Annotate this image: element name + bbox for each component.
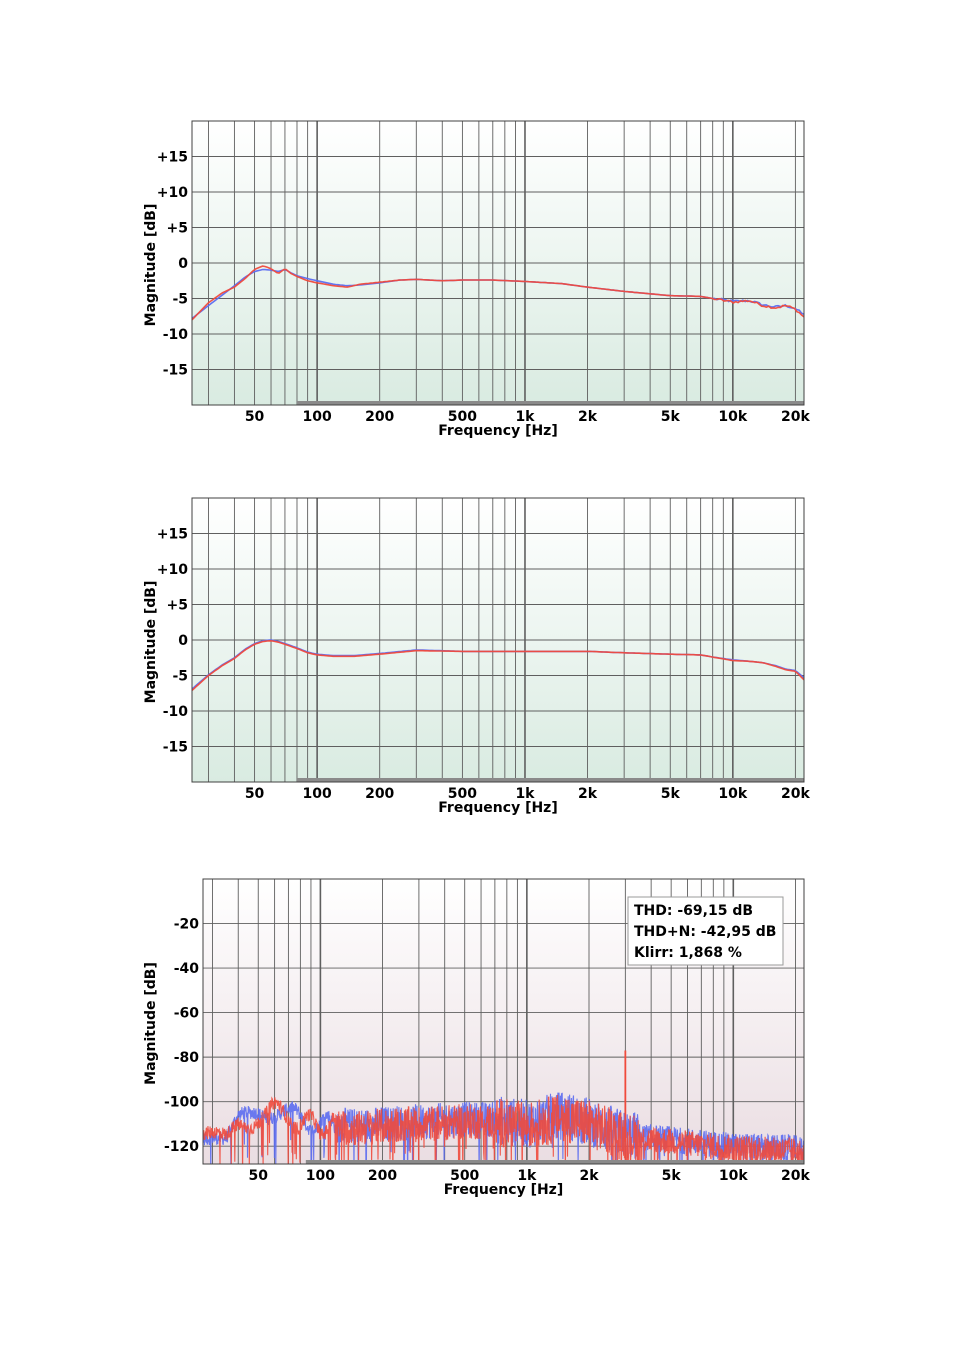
y-tick-label: -15 [163,740,188,756]
x-tick-label: 10k [718,409,747,425]
x-tick-label: 50 [245,786,265,802]
x-tick-label: 50 [245,409,265,425]
x-tick-label: 10k [718,786,747,802]
series-line-red [192,265,804,321]
chart-3: 50 100 200 500 1k 2k 5k 10k 20k -20 -40 -60 -80 -100 -… [143,878,811,1198]
y-tick-label: -100 [164,1095,199,1111]
annotation-box [627,896,784,966]
annotation-line: THD: -69,15 dB [634,903,753,919]
y-tick-label: 0 [178,256,188,272]
range-strip [296,401,804,405]
y-tick-label: -20 [174,917,200,933]
chart-2: 50 100 200 500 1k 2k 5k 10k 20k +15 +10 +5 0 -5 -10 -15… [143,497,810,816]
y-tick-label: -40 [174,961,200,977]
x-tick-label: 10k [719,1168,748,1184]
x-tick-label: 5k [661,409,681,425]
y-tick-label: +15 [157,150,188,166]
y-tick-label: -5 [172,669,188,685]
plot-border [191,497,805,783]
y-tick-label: -10 [163,327,189,343]
plot-border [191,120,805,406]
x-tick-label: 500 [450,1168,479,1184]
x-axis-title: Frequency [Hz] [444,1182,563,1198]
series-group [192,639,804,692]
y-tick-label: +15 [157,527,188,543]
series-group [192,265,804,321]
x-tick-label: 500 [448,786,477,802]
annotation-line: Klirr: 1,868 % [634,945,742,961]
x-tick-label: 100 [303,409,332,425]
x-tick-label: 2k [578,409,598,425]
y-tick-label: -10 [163,704,189,720]
x-tick-label: 5k [662,1168,682,1184]
y-axis-title: Magnitude [dB] [143,962,159,1085]
x-tick-label: 1k [515,409,535,425]
grid [192,121,804,405]
y-tick-label: +10 [157,562,188,578]
series-line-red [203,1094,804,1164]
y-tick-label: -120 [164,1139,199,1155]
y-tick-label: -60 [174,1006,200,1022]
distortion-annotation: THD: -69,15 dB THD+N: -42,95 dB Klirr: 1,8… [627,896,784,966]
x-tick-label: 500 [448,409,477,425]
y-axis-title: Magnitude [dB] [143,204,159,327]
y-tick-label: 0 [178,633,188,649]
series-line-red [192,639,804,692]
y-tick-label: +10 [157,185,188,201]
annotation-line: THD+N: -42,95 dB [634,924,776,940]
x-tick-label: 200 [365,409,394,425]
x-tick-label: 2k [578,786,598,802]
x-tick-label: 1k [517,1168,537,1184]
y-tick-label: -5 [172,292,188,308]
x-tick-label: 200 [365,786,394,802]
x-axis-title: Frequency [Hz] [438,423,557,439]
x-axis-title: Frequency [Hz] [438,800,557,816]
x-tick-label: 20k [781,409,810,425]
y-axis-title: Magnitude [dB] [143,581,159,704]
x-tick-label: 1k [515,786,535,802]
range-strip [305,1160,804,1164]
x-tick-label: 20k [781,1168,810,1184]
chart-1: 50 100 200 500 1k 2k 5k 10k 20k +15 +10 +5 0 -5 -10 -15… [143,120,810,439]
x-tick-label: 5k [661,786,681,802]
y-tick-label: +5 [167,221,188,237]
x-tick-label: 2k [579,1168,599,1184]
series-group [203,1050,804,1164]
x-tick-label: 200 [368,1168,397,1184]
grid [192,498,804,782]
x-tick-label: 100 [306,1168,335,1184]
x-tick-label: 50 [249,1168,269,1184]
y-tick-label: +5 [167,598,188,614]
x-tick-label: 20k [781,786,810,802]
x-tick-label: 100 [303,786,332,802]
plot-border [202,878,805,1165]
range-strip [296,778,804,782]
y-tick-label: -80 [174,1050,200,1066]
y-tick-label: -15 [163,363,188,379]
